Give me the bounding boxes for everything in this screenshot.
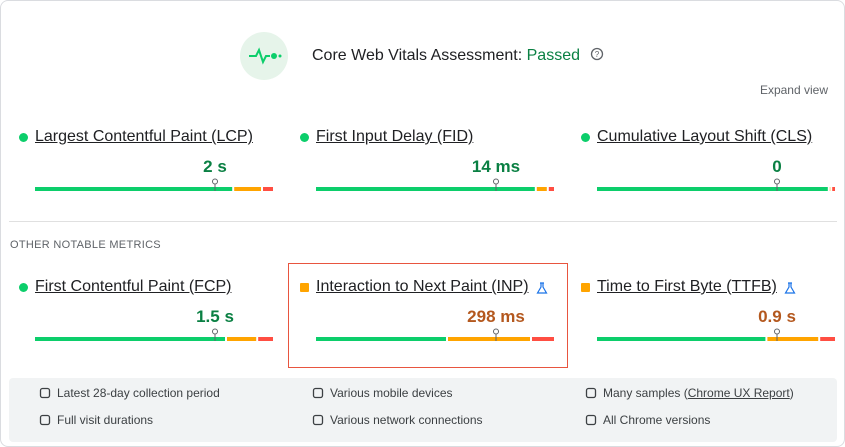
- info-icon: [312, 387, 324, 399]
- p75-marker-head: [774, 328, 780, 335]
- distribution-segment: [829, 187, 831, 191]
- metric-value: 2 s: [203, 157, 227, 176]
- assessment-status: Passed: [526, 47, 580, 64]
- status-indicator: [581, 133, 590, 142]
- metric-name[interactable]: Cumulative Layout Shift (CLS): [597, 128, 813, 145]
- footer-text: Many samples (: [603, 386, 688, 400]
- title-text: Core Web Vitals Assessment:: [312, 47, 523, 64]
- distribution-segment: [258, 337, 273, 341]
- distribution-segment: [820, 337, 835, 341]
- icon-shape: [312, 387, 324, 399]
- icon-shape: [39, 387, 51, 399]
- icon-shape: [39, 414, 51, 426]
- status-icon: [240, 32, 288, 80]
- svg-text:?: ?: [595, 50, 600, 59]
- footer-text: ): [789, 386, 794, 400]
- metric-value: 298 ms: [467, 307, 525, 326]
- status-indicator: [300, 283, 309, 292]
- icon-shape: [585, 387, 597, 399]
- footer-item: Latest 28-day collection period: [57, 386, 220, 400]
- footer-item: All Chrome versions: [603, 413, 710, 427]
- metric-value: 1.5 s: [196, 307, 234, 326]
- metric-value: 0.9 s: [758, 307, 796, 326]
- metric-name[interactable]: Largest Contentful Paint (LCP): [35, 128, 253, 145]
- status-indicator: [300, 133, 309, 142]
- footer-item: Many samples (Chrome UX Report): [603, 386, 794, 400]
- distribution-segment: [263, 187, 273, 191]
- p75-marker-head: [493, 328, 499, 335]
- p75-marker-head: [493, 178, 499, 185]
- flask: [535, 282, 548, 294]
- metric-name[interactable]: Time to First Byte (TTFB): [597, 278, 777, 295]
- distribution-bar: [597, 328, 835, 341]
- flask: [784, 282, 796, 294]
- metric-name[interactable]: Interaction to Next Paint (INP): [316, 278, 529, 295]
- info-icon: [39, 387, 51, 399]
- info-icon: [312, 414, 324, 426]
- footer-info: Latest 28-day collection period Various m…: [9, 378, 837, 442]
- distribution-segment: [832, 187, 835, 191]
- distribution-segment: [35, 337, 225, 341]
- distribution-segment: [536, 187, 547, 191]
- divider: [9, 221, 837, 222]
- footer-item: Full visit durations: [57, 413, 153, 427]
- footer-text: Full visit durations: [57, 413, 154, 427]
- distribution-bar: [316, 178, 554, 191]
- distribution-bar: [35, 178, 273, 191]
- metric-name[interactable]: First Contentful Paint (FCP): [35, 278, 232, 295]
- metric-value: 0: [772, 157, 782, 176]
- status-indicator: [19, 133, 28, 142]
- status-indicator: [581, 283, 590, 292]
- experimental-icon: [535, 282, 548, 294]
- footer-item: Various network connections: [330, 413, 483, 427]
- p75-marker-head: [212, 178, 218, 185]
- distribution-bar: [597, 178, 835, 191]
- distribution-bar: [316, 328, 554, 341]
- footer-link[interactable]: Chrome UX Report: [687, 386, 790, 400]
- footer-item: Various mobile devices: [330, 386, 453, 400]
- status-indicator: [19, 283, 28, 292]
- distribution-segment: [532, 337, 554, 341]
- footer-text: Various network connections: [330, 413, 483, 427]
- distribution-segment: [35, 187, 233, 191]
- distribution-segment: [234, 187, 261, 191]
- expand-view[interactable]: Expand view: [759, 83, 828, 97]
- highlight-box: [288, 263, 568, 368]
- icon-shape: [585, 414, 597, 426]
- distribution-segment: [597, 337, 766, 341]
- section-heading: OTHER NOTABLE METRICS: [10, 239, 161, 251]
- metric-name[interactable]: First Input Delay (FID): [316, 128, 474, 145]
- icon-shape: [312, 414, 324, 426]
- p75-marker-head: [212, 328, 218, 335]
- footer-text: Various mobile devices: [330, 386, 453, 400]
- distribution-segment: [227, 337, 257, 341]
- experimental-icon: [784, 282, 796, 294]
- p75-marker-head: [774, 178, 780, 185]
- metric-value: 14 ms: [471, 157, 521, 176]
- info-icon: [39, 414, 51, 426]
- distribution-bar: [35, 328, 273, 341]
- assessment-title: Core Web Vitals Assessment: Passed ?: [312, 47, 604, 65]
- footer-text: All Chrome versions: [603, 413, 711, 427]
- footer-text: Latest 28-day collection period: [57, 386, 220, 400]
- distribution-segment: [316, 337, 446, 341]
- info-icon: [585, 387, 597, 399]
- distribution-segment: [548, 187, 554, 191]
- distribution-segment: [767, 337, 819, 341]
- distribution-segment: [448, 337, 530, 341]
- distribution-segment: [597, 187, 828, 191]
- info-icon[interactable]: ?: [590, 47, 604, 61]
- info-icon: [585, 414, 597, 426]
- distribution-segment: [316, 187, 535, 191]
